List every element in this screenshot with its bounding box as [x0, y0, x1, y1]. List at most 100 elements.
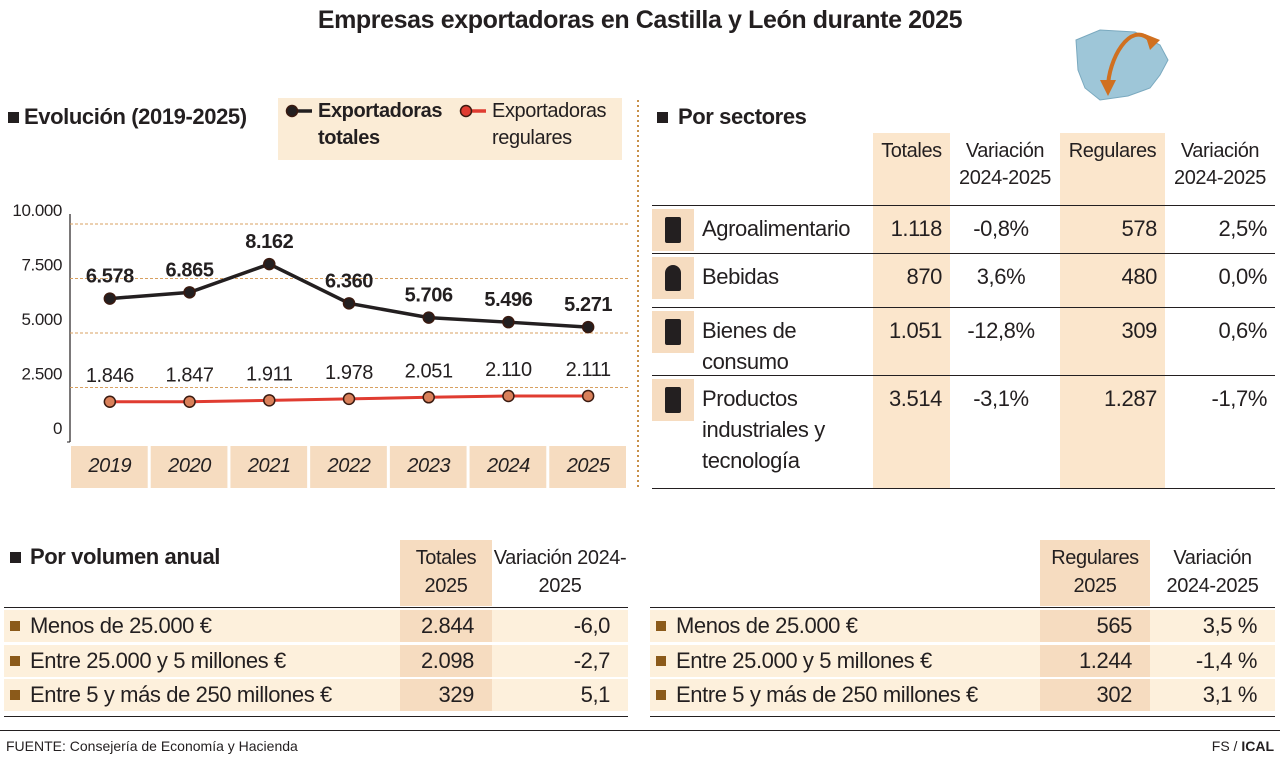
credit-separator: / — [1233, 738, 1238, 754]
data-label: 2.051 — [405, 360, 453, 382]
table-cell: -3,1% — [973, 386, 1029, 411]
category-box — [469, 446, 547, 488]
table-cell: 1.244 — [1078, 648, 1132, 673]
data-point — [502, 315, 515, 329]
section-bullet — [10, 552, 21, 563]
row-background — [650, 679, 1275, 711]
row-line — [4, 716, 628, 717]
data-label: 5.496 — [484, 289, 532, 311]
table-cell: 2.844 — [420, 613, 474, 638]
data-label: 5.271 — [564, 294, 612, 316]
table-cell: 480 — [1121, 264, 1157, 289]
data-point — [103, 292, 117, 305]
sector-name: Bebidas — [702, 264, 779, 289]
data-point — [342, 297, 356, 310]
data-point — [502, 389, 515, 403]
row-background — [4, 679, 628, 711]
row-bullet — [10, 690, 20, 700]
table-cell: 870 — [906, 264, 942, 289]
y-tick-label: 2.500 — [21, 365, 62, 384]
icon-glyph — [665, 387, 681, 413]
table-cell: 3,5 % — [1202, 613, 1258, 638]
data-label: 1.846 — [86, 365, 134, 387]
legend-label: Exportadoras regulares — [492, 100, 607, 149]
data-point — [183, 286, 196, 299]
x-tick-label: 2022 — [327, 455, 371, 477]
category-box — [230, 446, 308, 488]
table-cell: 1.051 — [888, 318, 942, 343]
table-cell: 0,6% — [1218, 318, 1267, 343]
row-bullet — [656, 621, 666, 631]
column-header: Variación 2024-2025 — [1166, 547, 1259, 597]
row-label: Entre 5 y más de 250 millones € — [676, 682, 978, 707]
category-box — [389, 446, 467, 488]
row-line — [652, 307, 1275, 308]
row-label: Menos de 25.000 € — [676, 613, 858, 638]
sector-icon — [652, 209, 694, 251]
row-highlight — [400, 645, 492, 677]
table-cell: 0,0% — [1218, 264, 1267, 289]
table-cell: 2.098 — [420, 648, 474, 673]
section-title: Por sectores — [678, 104, 807, 129]
column-header: Totales — [881, 140, 942, 162]
x-tick-label: 2020 — [167, 455, 211, 477]
row-highlight — [400, 610, 492, 642]
column-header: Variación 2024-2025 — [493, 547, 627, 597]
table-cell: -0,8% — [973, 216, 1029, 241]
row-bullet — [10, 621, 20, 631]
section-bullet — [657, 112, 668, 123]
data-label: 6.578 — [86, 266, 134, 288]
icon-glyph — [665, 217, 681, 243]
data-label: 8.162 — [245, 231, 293, 253]
y-tick-label: 7.500 — [21, 256, 62, 275]
map-icon — [1075, 29, 1169, 101]
row-line — [4, 607, 628, 608]
data-label: 5.706 — [405, 285, 453, 307]
table-cell: 578 — [1121, 216, 1157, 241]
table-cell: 302 — [1096, 682, 1132, 707]
x-tick-label: 2025 — [566, 455, 611, 477]
data-point — [581, 389, 595, 403]
category-box — [150, 446, 228, 488]
table-cell: 3.514 — [888, 386, 942, 411]
data-point — [263, 394, 276, 407]
sector-icon — [652, 311, 694, 353]
y-tick-label: 5.000 — [21, 310, 62, 329]
legend-swatch — [285, 104, 299, 118]
row-background — [4, 610, 628, 642]
data-point — [422, 391, 435, 404]
y-tick-label: 0 — [53, 419, 62, 438]
row-highlight — [1040, 645, 1150, 677]
table-cell: 1.287 — [1103, 386, 1157, 411]
column-highlight — [400, 540, 492, 606]
row-label: Entre 25.000 y 5 millones € — [30, 648, 286, 673]
row-line — [652, 205, 1275, 206]
table-cell: 1.118 — [890, 216, 943, 241]
data-point — [183, 395, 196, 408]
row-line — [652, 253, 1275, 254]
sector-name: Productos industriales y tecnología — [702, 386, 825, 473]
row-line — [652, 488, 1275, 489]
column-header: Totales 2025 — [415, 547, 477, 597]
credit-agency: ICAL — [1241, 738, 1274, 754]
table-cell: -6,0 — [573, 613, 611, 638]
category-box — [71, 446, 148, 488]
category-box — [549, 446, 626, 488]
data-point — [422, 311, 435, 324]
row-highlight — [400, 679, 492, 711]
table-cell: -12,8% — [967, 318, 1035, 343]
column-header: Variación 2024-2025 — [958, 140, 1052, 189]
table-cell: -1,7% — [1211, 386, 1268, 411]
footer-source: FUENTE: Consejería de Economía y Haciend… — [6, 738, 298, 754]
row-bullet — [656, 690, 666, 700]
legend-swatch — [459, 104, 473, 118]
data-point — [581, 320, 595, 334]
row-highlight — [1040, 679, 1150, 711]
data-label: 6.865 — [166, 259, 214, 281]
icon-glyph — [665, 319, 681, 345]
sector-name: Agroalimentario — [702, 216, 851, 241]
data-label: 1.847 — [166, 365, 214, 387]
row-label: Entre 5 y más de 250 millones € — [30, 682, 332, 707]
